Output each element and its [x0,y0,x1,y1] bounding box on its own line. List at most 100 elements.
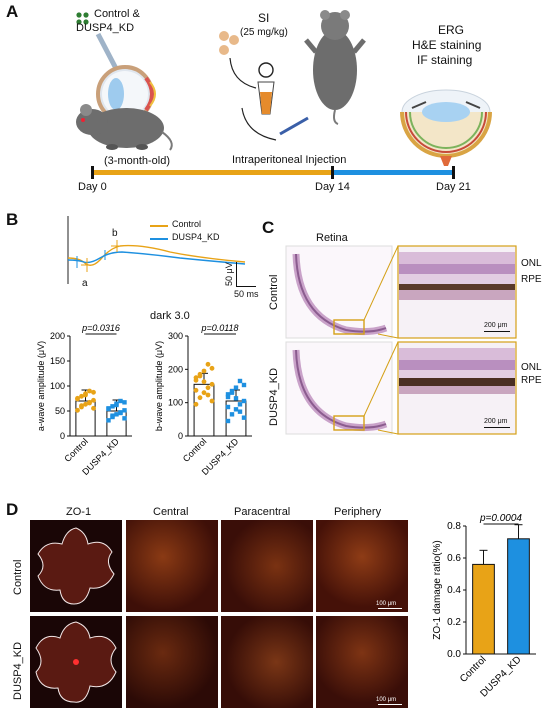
timeline-orange-segment [92,170,332,175]
dose-label: (25 mg/kg) [240,27,288,38]
y-tick-label: 50 [55,406,65,416]
data-point [79,403,84,409]
d-row-label-control: Control [12,559,24,595]
data-point [205,392,211,398]
tile-control-periphery [316,520,408,612]
data-point [79,393,84,399]
y-tick-label: 0.0 [447,649,461,660]
data-point [91,405,96,411]
injection-label: Intraperitoneal Injection [232,154,347,166]
bar-dusp4_kd [507,538,530,655]
y-tick-label: 0.8 [447,521,461,532]
data-point [225,394,231,400]
panel-c-letter: C [262,218,275,237]
data-point [233,407,239,412]
timeline-tick-day14 [331,166,334,179]
a-wave-chart: 0 50 100 150 200 a-wave amplitude (μV) Control… [36,323,132,477]
scale-bar-vertical [236,262,237,286]
tile-kd-paracentral [221,616,313,708]
timeline-day14: Day 14 [315,181,350,193]
virus-dots-icon [76,12,89,25]
column-periphery: Periphery [334,506,382,518]
y-tick-label: 150 [50,356,65,366]
y-tick-label: 0.4 [447,585,461,596]
erg-trace [67,216,246,284]
data-point [122,416,127,421]
p-value-label: p=0.0004 [479,513,522,524]
scale-x-label: 50 ms [234,289,259,299]
scale-bar-horizontal [236,286,256,287]
y-axis-label: ZO-1 damage ratio(%) [432,540,443,639]
data-point [201,379,207,385]
data-point [201,368,207,374]
groups-label-1: Control & [94,8,140,20]
scale-y-label: 50 μV [224,262,234,286]
data-point [197,395,203,401]
zoom-lines [363,245,399,435]
flatmount-kd [30,616,122,708]
y-axis-label: a-wave amplitude (μV) [36,341,46,431]
data-point [209,381,215,387]
data-point [209,398,215,404]
y-axis-label: b-wave amplitude (μV) [154,341,164,431]
panel-d-letter: D [6,500,19,519]
data-point [233,396,239,401]
data-point [110,413,115,418]
tile-kd-periphery [316,616,408,708]
scalebar-c-control-label: 200 μm [484,322,508,329]
timeline-day0: Day 0 [78,181,107,193]
y-tick-label: 0 [60,431,65,441]
assay-he: H&E staining [412,38,482,52]
data-point [237,378,243,384]
timeline-blue-segment [332,170,454,175]
data-point [122,400,127,405]
scalebar-d-control [378,608,402,609]
timeline-tick-day0 [91,166,94,179]
data-point [237,409,243,414]
bar-control [193,383,215,437]
y-tick-label: 300 [168,331,183,341]
panel-a-letter: A [6,2,19,21]
y-tick-label: 0.6 [447,553,461,564]
condition-title: dark 3.0 [150,310,190,322]
x-tick-label: Control [458,654,489,685]
data-point [75,407,80,413]
legend-control-swatch [150,225,168,227]
data-point [122,408,127,413]
data-point [91,397,96,403]
retina-kd-overview [285,341,393,435]
data-point [225,392,231,397]
x-tick-label: Control [181,436,209,464]
eye-injection-illustration [95,32,156,123]
data-point [237,402,243,407]
scalebar-c-kd-label: 200 μm [484,418,508,425]
p-value-label: p=0.0118 [200,323,238,333]
legend-kd-label: DUSP4_KD [172,232,220,242]
bar-control [472,563,495,655]
data-point [193,401,199,407]
data-point [205,385,211,391]
p-value-label: p=0.0316 [81,323,120,333]
data-point [83,392,88,398]
data-point [193,375,199,381]
column-paracentral: Paracentral [234,506,291,518]
mouse-illustration [76,104,173,151]
histology-control-zoom [397,245,517,339]
panel-b-letter: B [6,210,19,229]
zo1-damage-chart: 0.0 0.2 0.4 0.6 0.8 ZO-1 damage ratio(%) Contr… [432,513,536,699]
layer-rpe-control: RPE [521,274,542,285]
data-point [75,396,80,402]
column-central: Central [153,506,189,518]
data-point [83,401,88,407]
x-tick-label: Control [62,436,90,464]
assay-if: IF staining [417,53,473,67]
data-point [106,418,111,423]
scalebar-c-kd [484,427,510,428]
timeline-day21: Day 21 [436,181,471,193]
si-label: SI [258,11,270,25]
data-point [91,389,96,395]
data-point [241,415,247,420]
data-point [209,365,215,371]
row-label-control: Control [268,274,280,310]
